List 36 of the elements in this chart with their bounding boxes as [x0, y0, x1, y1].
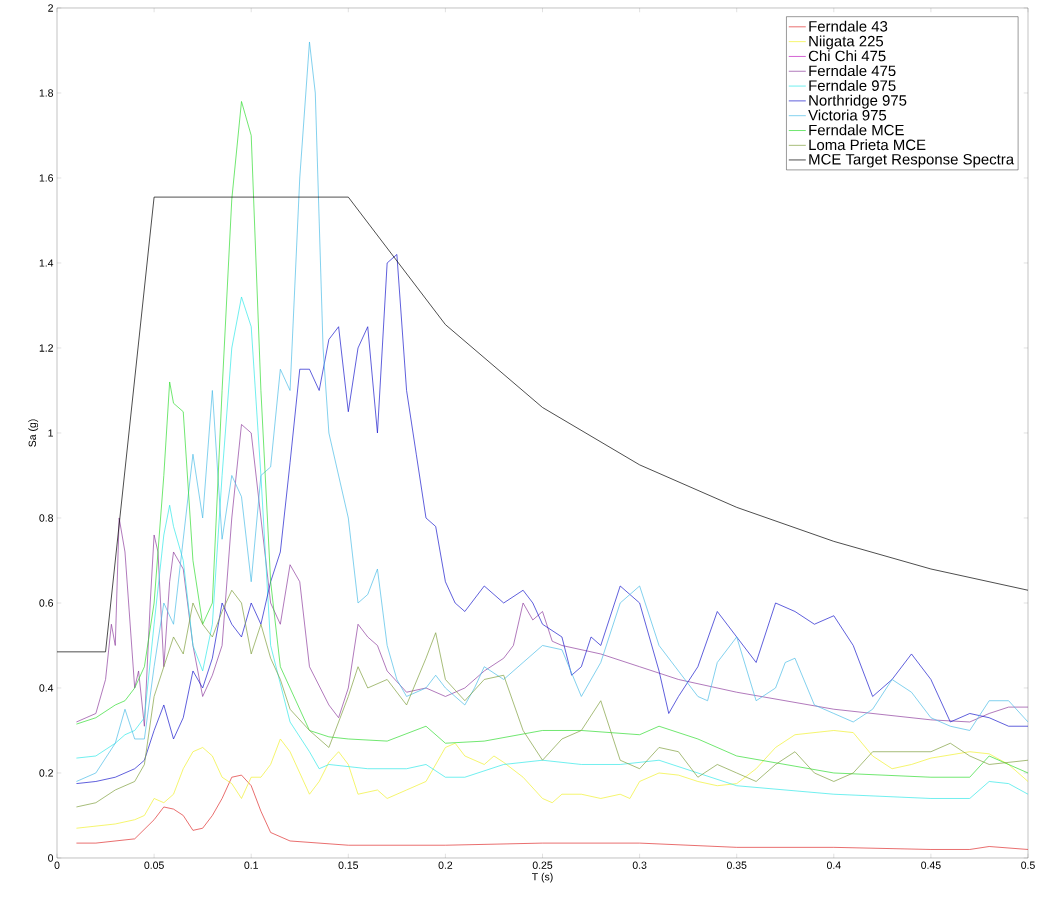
- y-tick-label: 1: [48, 429, 53, 437]
- legend-label: Ferndale 975: [809, 79, 896, 91]
- x-tick-label: 0.4: [826, 861, 841, 869]
- y-tick-label: 0.8: [39, 514, 54, 522]
- x-tick-label: 0.15: [338, 861, 359, 869]
- x-tick-label: 0.25: [532, 861, 553, 869]
- y-tick-label: 2: [48, 4, 53, 12]
- y-tick-label: 1.6: [39, 174, 54, 182]
- line-series: [57, 196, 1029, 653]
- legend-label: Ferndale MCE: [809, 124, 904, 136]
- legend-label: Victoria 975: [808, 109, 887, 121]
- line-series: [76, 424, 1029, 727]
- legend-label: Ferndale 43: [809, 20, 888, 32]
- x-tick-label: 0.2: [438, 861, 453, 869]
- x-tick-label: 0.45: [921, 861, 941, 869]
- legend-label: Loma Prieta MCE: [809, 139, 926, 151]
- y-tick-label: 0: [48, 854, 54, 862]
- y-tick-label: 1.4: [39, 259, 54, 267]
- legend-label: Chi Chi 475: [808, 50, 886, 62]
- legend-label: Ferndale 475: [809, 65, 896, 77]
- x-axis-title: T (s): [532, 872, 553, 883]
- y-tick-label: 0.6: [39, 599, 54, 607]
- y-tick-label: 1.8: [39, 89, 54, 97]
- y-tick-label: 0.2: [39, 769, 53, 777]
- x-tick-label: 0.5: [1021, 861, 1035, 869]
- x-tick-label: 0.1: [244, 861, 258, 869]
- y-tick-label: 1.2: [39, 344, 53, 352]
- x-tick-label: 0.05: [144, 861, 164, 869]
- legend-label: MCE Target Response Spectra: [809, 153, 1015, 168]
- y-axis-title: Sa (g): [28, 419, 39, 447]
- legend-label: Northridge 975: [809, 94, 907, 109]
- y-tick-label: 0.4: [39, 684, 54, 692]
- x-tick-label: 0: [54, 861, 60, 869]
- x-tick-label: 0.3: [632, 861, 647, 869]
- x-tick-label: 0.35: [726, 861, 747, 869]
- legend-label: Niigata 225: [809, 35, 884, 50]
